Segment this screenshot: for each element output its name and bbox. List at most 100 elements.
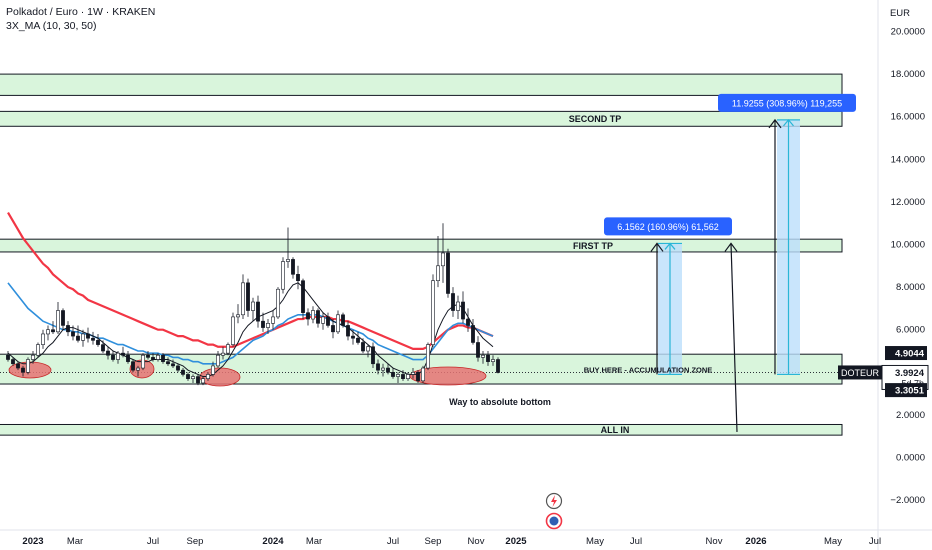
currency-label: EUR (890, 8, 910, 19)
y-tick-label: 12.0000 (891, 197, 925, 208)
candle (271, 316, 275, 324)
candle (466, 318, 470, 326)
arrow-head (724, 242, 738, 252)
y-tick-label: 10.0000 (891, 240, 925, 251)
candle (6, 354, 10, 360)
x-tick-label: 2023 (22, 536, 43, 547)
candle (391, 371, 395, 377)
candle (356, 337, 360, 343)
candle (421, 367, 425, 382)
candle (96, 340, 100, 345)
price-label-low-bg (885, 383, 927, 398)
indicator-legend[interactable]: 3X_MA (10, 30, 50) (6, 20, 97, 32)
candle (86, 333, 90, 339)
candle (231, 316, 235, 345)
y-tick-label: 2.0000 (896, 410, 925, 421)
second-tp-zone-label: SECOND TP (569, 114, 622, 124)
price-label-high-bg (885, 346, 927, 361)
candle (306, 312, 310, 320)
candle (276, 288, 280, 318)
candle (341, 314, 345, 326)
candle (256, 301, 260, 322)
labels-layer: SECOND TP FIRST TP BUY HERE - ACCUMULATION… (449, 93, 856, 435)
first-tp-zone (0, 238, 843, 253)
first-tp-zone-label: FIRST TP (573, 241, 613, 251)
candle (141, 354, 145, 369)
candle (346, 325, 350, 337)
candle (16, 363, 20, 369)
candle (186, 374, 190, 379)
candle (196, 376, 200, 384)
candle (41, 333, 45, 345)
symbol-title[interactable]: Polkadot / Euro · 1W · KRAKEN (6, 6, 156, 18)
candle (296, 274, 300, 282)
candle (326, 316, 330, 326)
candle (476, 342, 480, 358)
candle (396, 374, 400, 377)
candle (176, 365, 180, 371)
symbol-tag-bg (838, 365, 882, 380)
candle (486, 354, 490, 362)
candle (61, 310, 65, 326)
candle (101, 344, 105, 352)
candle (436, 265, 440, 282)
candle (211, 365, 215, 375)
x-tick-label: Jul (387, 536, 399, 547)
measure-label: 11.9255 (308.96%) 119,255 (732, 98, 842, 108)
candle (131, 361, 135, 371)
candle (361, 342, 365, 352)
x-tick-label: Sep (425, 536, 442, 547)
second-tp-zone (0, 110, 843, 127)
y-tick-label: 6.0000 (896, 325, 925, 336)
candle (316, 310, 320, 324)
x-tick-label: 2024 (262, 536, 284, 547)
y-tick-label: −2.0000 (890, 495, 925, 506)
measure-label-bg (718, 93, 856, 112)
arrows-layer (650, 118, 782, 432)
measure-label: 6.1562 (160.96%) 61,562 (617, 222, 719, 232)
x-tick-label: Jul (147, 536, 159, 547)
x-tick-label: Mar (306, 536, 322, 547)
candle (376, 363, 380, 371)
candle (221, 352, 225, 356)
y-tick-label: 0.0000 (896, 453, 925, 464)
candle (121, 352, 125, 356)
candle (266, 323, 270, 328)
measure-label-bg (604, 217, 732, 236)
all-in-zone (0, 423, 843, 436)
candle (371, 346, 375, 365)
candle (241, 282, 245, 316)
candle (166, 361, 170, 365)
candle (11, 359, 15, 365)
x-tick-label: Nov (706, 536, 723, 547)
y-tick-label: 20.0000 (891, 27, 925, 38)
candle (471, 325, 475, 343)
candle (481, 354, 485, 358)
candle (106, 350, 110, 356)
candle (261, 320, 265, 328)
candle (226, 344, 230, 354)
symbol-tag: DOTEUR (841, 368, 880, 378)
lightning-icon[interactable] (545, 492, 563, 510)
chart-icons[interactable] (543, 492, 565, 532)
price-axis[interactable]: EUR 20.0000 18.0000 16.0000 14.0000 12.0000 10… (838, 0, 929, 550)
candle (491, 359, 495, 362)
candle (21, 367, 25, 373)
measure-arrowhead (664, 242, 676, 250)
candle (111, 354, 115, 360)
candle (146, 354, 150, 358)
time-axis[interactable]: 2023 Mar Jul Sep 2024 Mar Jul Sep Nov 2025 May Jul N… (0, 529, 932, 547)
candle (161, 354, 165, 362)
candle (216, 354, 220, 367)
y-tick-label: 18.0000 (891, 69, 925, 80)
x-tick-label: Nov (468, 536, 485, 547)
candle (81, 333, 85, 341)
flag-icon[interactable] (545, 512, 563, 530)
measures-layer (658, 118, 800, 376)
highlight-ellipse (409, 366, 487, 386)
candle (411, 371, 415, 375)
candle (426, 344, 430, 369)
x-tick-label: Jul (869, 536, 881, 547)
candle (251, 301, 255, 311)
